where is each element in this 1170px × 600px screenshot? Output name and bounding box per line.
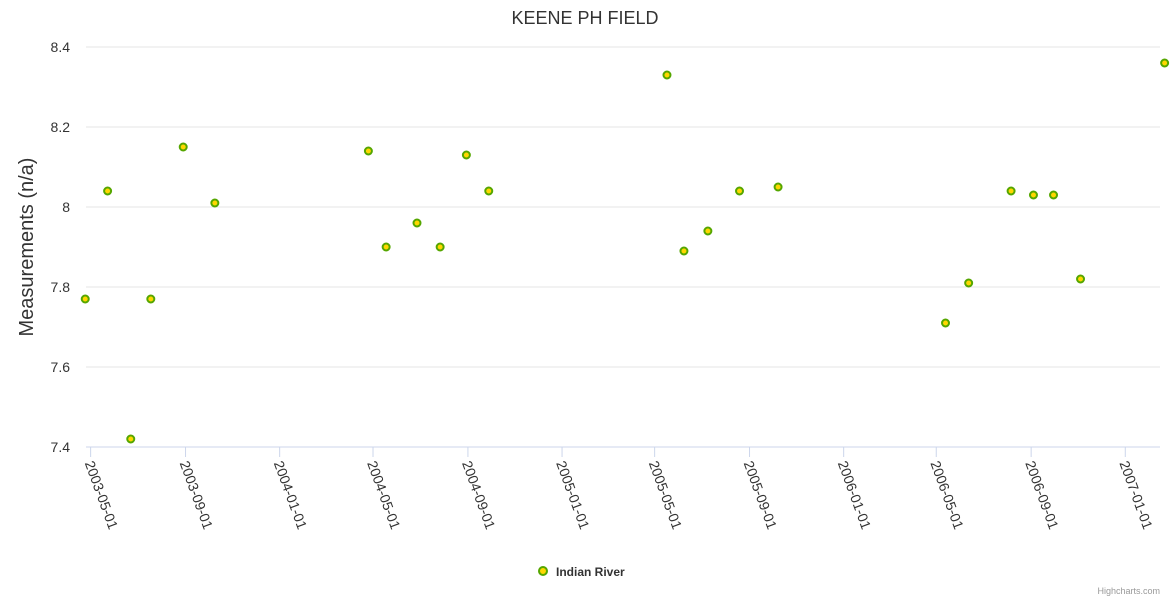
data-point[interactable]: [1160, 58, 1170, 68]
data-point[interactable]: [735, 186, 745, 196]
data-point[interactable]: [363, 146, 373, 156]
x-tick-label: 2006-05-01: [927, 459, 967, 532]
y-tick-label: 8.4: [51, 39, 71, 55]
data-point[interactable]: [1049, 190, 1059, 200]
data-point[interactable]: [662, 70, 672, 80]
data-point[interactable]: [484, 186, 494, 196]
x-tick-label: 2007-01-01: [1116, 459, 1156, 532]
x-tick-label: 2004-09-01: [459, 459, 499, 532]
data-point[interactable]: [178, 142, 188, 152]
x-tick-label: 2004-01-01: [271, 459, 311, 532]
y-tick-label: 7.8: [51, 279, 71, 295]
data-point[interactable]: [1076, 274, 1086, 284]
data-point[interactable]: [679, 246, 689, 256]
x-tick-label: 2005-09-01: [741, 459, 781, 532]
legend-item-indian-river[interactable]: Indian River: [556, 565, 625, 579]
y-tick-label: 8: [62, 199, 70, 215]
y-tick-label: 8.2: [51, 119, 71, 135]
x-axis-ticks: 2003-05-01 2003-09-01 2004-01-01 2004-05-01…: [82, 447, 1156, 532]
y-tick-label: 7.4: [51, 439, 71, 455]
y-tick-label: 7.6: [51, 359, 71, 375]
credits-link[interactable]: Highcharts.com: [1097, 586, 1160, 596]
x-tick-label: 2005-05-01: [646, 459, 686, 532]
legend-marker[interactable]: [538, 566, 548, 576]
legend[interactable]: Indian River: [538, 565, 625, 579]
gridlines: [86, 46, 1160, 368]
x-tick-label: 2006-01-01: [835, 459, 875, 532]
data-point[interactable]: [412, 218, 422, 228]
data-point[interactable]: [146, 294, 156, 304]
data-point[interactable]: [1006, 186, 1016, 196]
data-point[interactable]: [103, 186, 113, 196]
y-axis-ticks: 7.4 7.6 7.8 8 8.2 8.4: [51, 39, 71, 455]
data-point[interactable]: [1028, 190, 1038, 200]
data-point[interactable]: [461, 150, 471, 160]
data-point[interactable]: [703, 226, 713, 236]
y-axis-label: Measurements (n/a): [16, 158, 38, 337]
x-tick-label: 2003-05-01: [82, 459, 122, 532]
x-tick-label: 2004-05-01: [364, 459, 404, 532]
data-point[interactable]: [964, 278, 974, 288]
data-point[interactable]: [773, 182, 783, 192]
data-point[interactable]: [80, 294, 90, 304]
data-point[interactable]: [941, 318, 951, 328]
series-indian-river[interactable]: [80, 58, 1170, 444]
data-point[interactable]: [435, 242, 445, 252]
data-point[interactable]: [381, 242, 391, 252]
chart-title: KEENE PH FIELD: [511, 8, 658, 28]
data-point[interactable]: [210, 198, 220, 208]
x-tick-label: 2003-09-01: [177, 459, 217, 532]
x-tick-label: 2005-01-01: [553, 459, 593, 532]
x-tick-label: 2006-09-01: [1022, 459, 1062, 532]
data-point[interactable]: [126, 434, 136, 444]
